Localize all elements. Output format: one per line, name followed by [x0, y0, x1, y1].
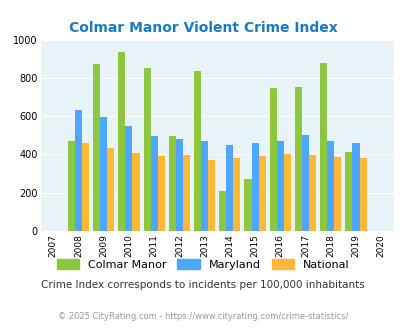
- Bar: [182, 155, 190, 231]
- Bar: [219, 191, 226, 231]
- Bar: [358, 158, 366, 231]
- Bar: [333, 157, 341, 231]
- Bar: [244, 179, 251, 231]
- Bar: [194, 71, 200, 231]
- Bar: [251, 143, 258, 231]
- Bar: [258, 156, 265, 231]
- Text: Crime Index corresponds to incidents per 100,000 inhabitants: Crime Index corresponds to incidents per…: [41, 280, 364, 290]
- Bar: [107, 148, 114, 231]
- Bar: [352, 143, 358, 231]
- Bar: [175, 139, 182, 231]
- Bar: [345, 151, 352, 231]
- Bar: [150, 136, 157, 231]
- Bar: [82, 143, 89, 231]
- Bar: [118, 52, 125, 231]
- Legend: Colmar Manor, Maryland, National: Colmar Manor, Maryland, National: [52, 255, 353, 274]
- Bar: [132, 153, 139, 231]
- Bar: [320, 63, 326, 231]
- Bar: [125, 126, 132, 231]
- Bar: [283, 154, 290, 231]
- Text: © 2025 CityRating.com - https://www.cityrating.com/crime-statistics/: © 2025 CityRating.com - https://www.city…: [58, 312, 347, 321]
- Bar: [200, 141, 208, 231]
- Text: Colmar Manor Violent Crime Index: Colmar Manor Violent Crime Index: [68, 21, 337, 35]
- Bar: [226, 145, 233, 231]
- Bar: [294, 87, 301, 231]
- Bar: [100, 117, 107, 231]
- Bar: [75, 111, 82, 231]
- Bar: [208, 160, 215, 231]
- Bar: [276, 142, 283, 231]
- Bar: [269, 88, 276, 231]
- Bar: [143, 68, 150, 231]
- Bar: [168, 136, 175, 231]
- Bar: [233, 158, 240, 231]
- Bar: [93, 64, 100, 231]
- Bar: [157, 156, 164, 231]
- Bar: [308, 155, 315, 231]
- Bar: [326, 142, 333, 231]
- Bar: [68, 141, 75, 231]
- Bar: [301, 135, 308, 231]
